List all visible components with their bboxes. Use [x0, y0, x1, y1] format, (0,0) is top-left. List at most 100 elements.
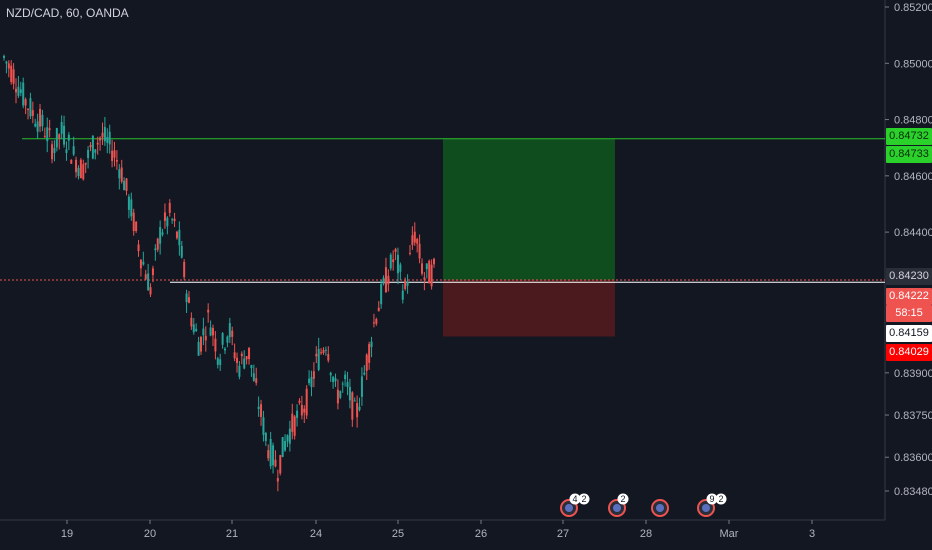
event-flag-dot	[656, 504, 664, 512]
candle-body	[43, 135, 46, 137]
candle-body	[279, 455, 282, 474]
candle-body	[132, 212, 135, 231]
candle-body	[154, 248, 157, 251]
candle-body	[240, 353, 243, 357]
event-badge	[706, 493, 718, 505]
candle-body	[358, 406, 361, 410]
candle-body	[346, 382, 349, 388]
candle-body	[137, 244, 140, 252]
candle-body	[226, 336, 229, 343]
candle-body	[317, 348, 320, 370]
candle-body	[111, 150, 114, 162]
x-tick-label: 3	[809, 528, 815, 540]
y-tick-label: 0.83600	[894, 452, 932, 464]
y-tick-label: 0.84400	[894, 227, 932, 239]
tp-price-tag-1: 0.84732	[886, 128, 932, 145]
x-tick-label: 27	[557, 528, 569, 540]
candle-body	[243, 358, 246, 369]
candle-body	[360, 376, 363, 397]
x-tick-label: 28	[640, 528, 652, 540]
candle-body	[351, 392, 354, 420]
candle-body	[202, 328, 205, 336]
countdown-tag: 58:15	[886, 305, 932, 322]
candle-body	[233, 352, 236, 359]
candle-body	[255, 378, 258, 383]
candle-body	[103, 126, 106, 142]
candle-body	[91, 135, 94, 159]
candle-body	[250, 365, 253, 369]
candle-body	[303, 408, 306, 413]
candle-body	[142, 261, 145, 265]
candle-body	[420, 263, 423, 274]
x-tick-label: 20	[144, 528, 156, 540]
candle-body	[41, 114, 44, 127]
crosshair-price-tag: 0.84159	[886, 325, 932, 342]
candle-body	[231, 330, 234, 337]
entry-price-tag: 0.84230	[886, 268, 932, 285]
candle-body	[269, 438, 272, 467]
candle-body	[396, 254, 399, 274]
candle-body	[187, 297, 190, 303]
candle-body	[36, 121, 39, 132]
candle-body	[370, 341, 373, 348]
candle-body	[260, 404, 263, 417]
candle-body	[236, 357, 239, 363]
candle-body	[125, 178, 128, 191]
x-tick-label: 24	[310, 528, 322, 540]
candle-body	[75, 159, 78, 173]
candle-body	[99, 137, 102, 141]
candle-body	[195, 328, 198, 331]
candle-body	[48, 128, 51, 131]
candle-body	[180, 245, 183, 258]
candle-body	[399, 264, 402, 272]
candle-body	[389, 254, 392, 269]
candle-body	[147, 273, 150, 291]
candle-body	[413, 231, 416, 243]
candle-body	[185, 293, 188, 303]
candle-body	[207, 309, 210, 313]
candle-body	[29, 98, 32, 117]
candle-body	[46, 127, 49, 142]
candle-body	[380, 284, 383, 305]
candle-body	[344, 374, 347, 380]
candle-body	[322, 349, 325, 353]
candle-body	[199, 336, 202, 352]
loss-zone	[443, 279, 615, 337]
candle-body	[106, 137, 109, 143]
event-badge-count: 4	[572, 494, 577, 504]
candle-body	[183, 261, 186, 278]
candle-body	[89, 144, 92, 148]
candle-body	[224, 348, 227, 351]
candle-body	[216, 358, 219, 365]
candle-body	[394, 248, 397, 252]
candle-body	[416, 238, 419, 244]
candle-body	[166, 217, 169, 227]
candle-body	[288, 428, 291, 444]
candle-body	[339, 391, 342, 398]
candle-body	[267, 450, 270, 459]
candle-body	[96, 142, 99, 145]
economic-event-marker	[651, 499, 669, 517]
candle-body	[384, 267, 387, 293]
candle-body	[401, 290, 404, 300]
candle-body	[298, 400, 301, 403]
candle-body	[274, 459, 277, 467]
stop-price-tag: 0.84029	[886, 344, 932, 361]
candle-body	[149, 287, 152, 295]
candle-body	[3, 55, 5, 58]
candle-body	[284, 440, 287, 451]
candle-body	[425, 263, 428, 270]
candle-body	[101, 132, 104, 138]
candle-body	[300, 404, 303, 416]
y-tick-label: 0.84800	[894, 115, 932, 127]
candle-body	[408, 252, 411, 254]
candle-body	[63, 125, 66, 145]
event-flag-dot	[702, 504, 710, 512]
candle-body	[161, 232, 164, 235]
candle-body	[327, 353, 330, 361]
event-badge-count: 9	[709, 494, 714, 504]
candle-body	[22, 82, 25, 106]
candles-group	[3, 54, 435, 492]
candle-body	[7, 63, 10, 69]
